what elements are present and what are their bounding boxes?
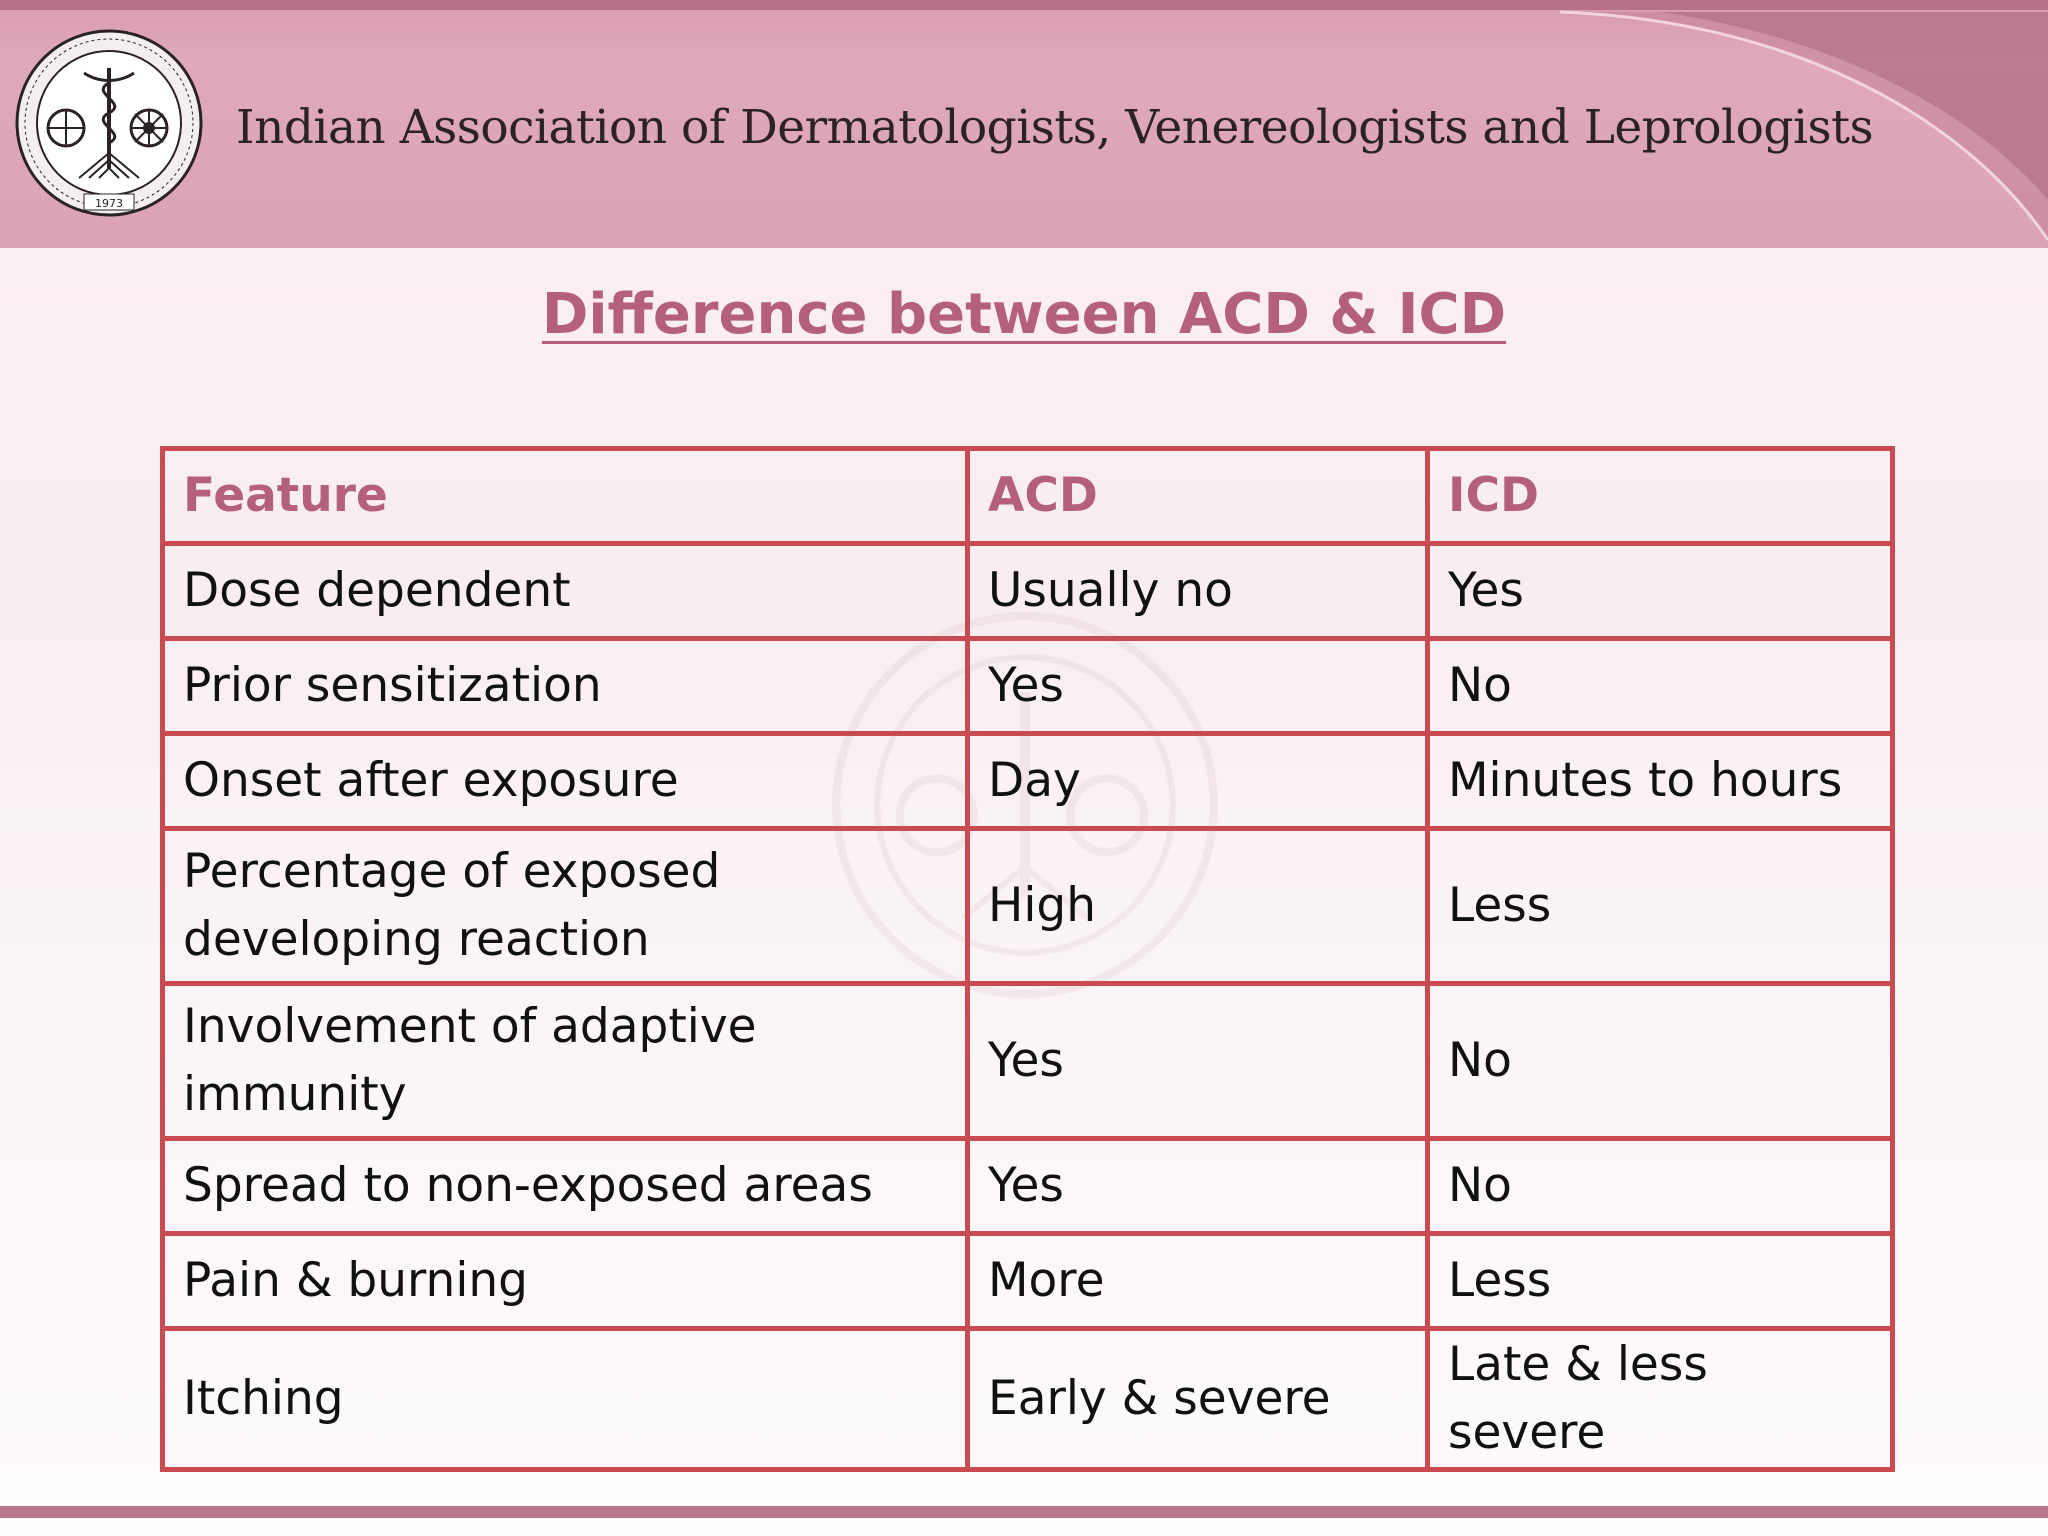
table-row: Pain & burning More Less	[160, 1231, 1895, 1331]
slide-title: Difference between ACD & ICD	[0, 282, 2048, 347]
logo-year: 1973	[95, 197, 123, 210]
feature-cell: Itching	[160, 1326, 970, 1472]
header-top-line	[0, 0, 2048, 10]
header-acd: ACD	[965, 446, 1430, 546]
header-icd: ICD	[1425, 446, 1895, 546]
acd-cell: High	[965, 826, 1430, 986]
header-feature: Feature	[160, 446, 970, 546]
acd-cell: Yes	[965, 1136, 1430, 1236]
icd-cell: Less	[1425, 826, 1895, 986]
table-row: Percentage of exposed developing reactio…	[160, 826, 1895, 986]
icd-cell: Minutes to hours	[1425, 731, 1895, 831]
feature-cell: Spread to non-exposed areas	[160, 1136, 970, 1236]
table-row: Itching Early & severe Late & less sever…	[160, 1326, 1895, 1472]
feature-cell: Prior sensitization	[160, 636, 970, 736]
feature-cell: Involvement of adaptive immunity	[160, 981, 970, 1141]
acd-cell: More	[965, 1231, 1430, 1331]
table-row: Prior sensitization Yes No	[160, 636, 1895, 736]
header-swoosh-decoration	[1559, 10, 2048, 241]
footer-bar	[0, 1506, 2048, 1518]
acd-cell: Yes	[965, 981, 1430, 1141]
icd-cell: No	[1425, 1136, 1895, 1236]
header-band	[0, 0, 2048, 248]
table-row: Spread to non-exposed areas Yes No	[160, 1136, 1895, 1236]
acd-cell: Early & severe	[965, 1326, 1430, 1472]
table-row: Onset after exposure Day Minutes to hour…	[160, 731, 1895, 831]
feature-cell: Onset after exposure	[160, 731, 970, 831]
icd-cell: Late & less severe	[1425, 1326, 1895, 1472]
acd-cell: Yes	[965, 636, 1430, 736]
acd-cell: Day	[965, 731, 1430, 831]
comparison-table: Feature ACD ICD Dose dependent Usually n…	[160, 446, 1895, 1472]
feature-cell: Dose dependent	[160, 541, 970, 641]
icd-cell: No	[1425, 981, 1895, 1141]
feature-cell: Percentage of exposed developing reactio…	[160, 826, 970, 986]
icd-cell: No	[1425, 636, 1895, 736]
acd-cell: Usually no	[965, 541, 1430, 641]
feature-cell: Pain & burning	[160, 1231, 970, 1331]
organization-name: Indian Association of Dermatologists, Ve…	[236, 100, 1874, 155]
icd-cell: Less	[1425, 1231, 1895, 1331]
table-row: Involvement of adaptive immunity Yes No	[160, 981, 1895, 1141]
table-row: Dose dependent Usually no Yes	[160, 541, 1895, 641]
slide-title-text: Difference between ACD & ICD	[541, 282, 1507, 347]
icd-cell: Yes	[1425, 541, 1895, 641]
table-header-row: Feature ACD ICD	[160, 446, 1895, 546]
association-emblem-icon: 1973	[15, 29, 203, 217]
